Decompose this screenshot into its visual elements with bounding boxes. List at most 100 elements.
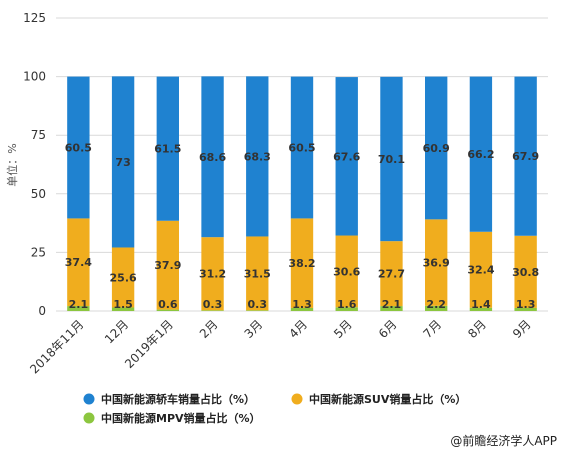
data-label-sedan: 67.9 — [512, 150, 539, 163]
x-tick-label: 8月 — [465, 317, 489, 341]
data-label-suv: 31.5 — [244, 267, 271, 280]
y-tick-label: 25 — [31, 245, 46, 259]
data-label-mpv: 2.2 — [426, 298, 446, 311]
legend-item-sedan: 中国新能源轿车销量占比（%） — [83, 392, 255, 406]
data-label-mpv: 2.1 — [69, 298, 89, 311]
data-label-suv: 31.2 — [199, 268, 226, 281]
bar-segment-suv — [156, 220, 179, 310]
bar-segment-suv — [67, 218, 90, 307]
bar-segment-sedan — [201, 76, 224, 238]
data-label-suv: 27.7 — [378, 268, 405, 281]
legend-label-mpv: 中国新能源MPV销量占比（%） — [101, 411, 261, 425]
bar-segment-suv — [380, 241, 403, 307]
bar-segment-suv — [246, 236, 269, 311]
x-tick-label: 7月 — [421, 317, 445, 341]
bar-segment-suv — [425, 219, 448, 306]
bar-segment-sedan — [425, 76, 448, 220]
legend-swatch-sedan — [83, 393, 95, 405]
source-credit: @前瞻经济学人APP — [450, 433, 557, 448]
bar-segment-suv — [201, 237, 224, 311]
data-label-suv: 30.6 — [333, 265, 360, 278]
legend-swatch-suv — [291, 393, 303, 405]
data-label-sedan: 66.2 — [467, 148, 494, 161]
x-tick-label: 5月 — [331, 317, 355, 341]
bar-segment-mpv — [514, 307, 537, 311]
x-tick-label: 2019年1月 — [122, 317, 176, 371]
data-label-sedan: 61.5 — [154, 143, 181, 156]
legend: 中国新能源轿车销量占比（%） 中国新能源SUV销量占比（%） 中国新能源MPV销… — [83, 392, 466, 425]
bar-segment-mpv — [335, 307, 358, 311]
y-axis-label: 单位：% — [5, 143, 19, 186]
bar-segment-sedan — [380, 76, 403, 242]
bar-segment-sedan — [111, 76, 135, 248]
data-label-suv: 36.9 — [423, 257, 450, 270]
bar-segment-sedan — [290, 76, 314, 219]
x-tick-label: 2018年11月 — [27, 317, 86, 376]
bars — [67, 76, 537, 311]
x-tick-label: 6月 — [376, 317, 400, 341]
data-label-mpv: 2.1 — [382, 298, 402, 311]
data-label-mpv: 1.6 — [337, 298, 357, 311]
data-label-mpv: 0.3 — [248, 298, 268, 311]
bar-segment-suv — [290, 218, 314, 308]
bar-segment-mpv — [67, 306, 90, 311]
data-labels: 2.1 37.4 60.5 1.5 25.6 73 0.6 37.9 61.5 0.3 31.2 68… — [65, 142, 539, 311]
data-label-suv: 37.4 — [65, 256, 92, 269]
x-tick-label: 2月 — [197, 317, 221, 341]
bar-segment-sedan — [67, 76, 90, 219]
data-label-sedan: 60.5 — [65, 142, 92, 155]
data-label-sedan: 67.6 — [333, 150, 360, 163]
bar-segment-mpv — [201, 310, 224, 311]
legend-label-sedan: 中国新能源轿车销量占比（%） — [101, 392, 255, 406]
bar-segment-sedan — [246, 76, 269, 237]
bar-segment-sedan — [156, 76, 179, 221]
bar-segment-sedan — [335, 77, 358, 236]
bar-segment-mpv — [156, 309, 179, 311]
data-label-mpv: 0.3 — [203, 298, 223, 311]
data-label-mpv: 1.5 — [113, 298, 133, 311]
data-label-sedan: 68.3 — [244, 150, 271, 163]
data-label-suv: 37.9 — [154, 259, 181, 272]
legend-label-suv: 中国新能源SUV销量占比（%） — [309, 392, 466, 406]
y-tick-label: 125 — [23, 11, 46, 25]
data-label-suv: 25.6 — [110, 271, 137, 284]
y-tick-label: 100 — [23, 70, 46, 84]
data-label-mpv: 1.4 — [471, 298, 491, 311]
data-label-suv: 38.2 — [288, 257, 315, 270]
data-label-mpv: 1.3 — [516, 298, 536, 311]
bar-segment-mpv — [469, 307, 493, 311]
x-tick-label: 3月 — [242, 317, 266, 341]
bar-segment-mpv — [380, 306, 403, 311]
data-label-sedan: 70.1 — [378, 153, 405, 166]
y-tick-label: 0 — [38, 304, 46, 318]
y-tick-label: 75 — [31, 128, 46, 142]
data-label-sedan: 60.9 — [423, 142, 450, 155]
bar-segment-mpv — [425, 305, 448, 311]
x-tick-label: 9月 — [510, 317, 534, 341]
bar-segment-mpv — [111, 307, 135, 311]
bar-segment-mpv — [246, 310, 269, 311]
data-label-mpv: 1.3 — [292, 298, 312, 311]
bar-segment-mpv — [290, 307, 314, 311]
data-label-suv: 32.4 — [467, 264, 494, 277]
legend-item-mpv: 中国新能源MPV销量占比（%） — [83, 411, 261, 425]
data-label-sedan: 68.6 — [199, 151, 226, 164]
legend-swatch-mpv — [83, 412, 95, 424]
bar-segment-sedan — [469, 76, 493, 232]
x-tick-label: 4月 — [286, 317, 310, 341]
data-label-suv: 30.8 — [512, 266, 539, 279]
y-tick-label: 50 — [31, 187, 46, 201]
legend-item-suv: 中国新能源SUV销量占比（%） — [291, 392, 466, 406]
bar-segment-suv — [335, 235, 358, 308]
x-tick-label: 12月 — [102, 317, 131, 346]
data-label-sedan: 73 — [115, 156, 130, 169]
bar-segment-suv — [111, 247, 135, 308]
bar-segment-suv — [514, 235, 537, 308]
bar-segment-suv — [469, 231, 493, 308]
bar-segment-sedan — [514, 76, 537, 236]
data-label-mpv: 0.6 — [158, 298, 178, 311]
y-axis-ticks: 0 25 50 75 100 125 — [23, 11, 46, 318]
data-label-sedan: 60.5 — [288, 142, 315, 155]
